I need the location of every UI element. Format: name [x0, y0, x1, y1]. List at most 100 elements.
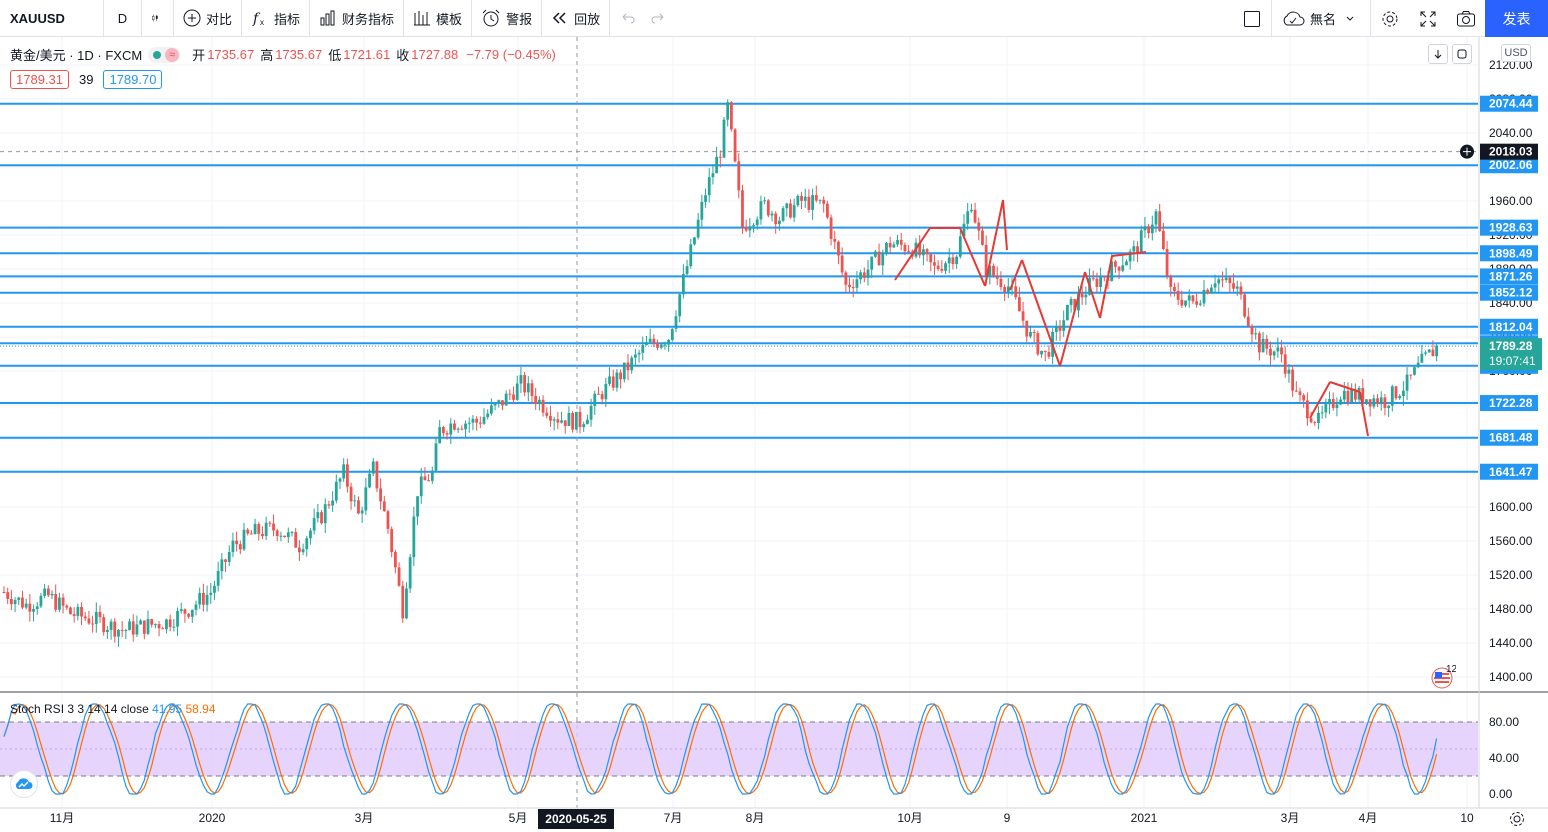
events-badge[interactable]: 12 [1430, 664, 1458, 690]
settings-button[interactable] [1371, 0, 1409, 37]
financials-label: 财务指标 [342, 11, 395, 27]
scroll-down-button[interactable] [1428, 44, 1448, 64]
chart-style-button[interactable] [142, 0, 174, 37]
symbol-search-button[interactable]: XAUUSD [0, 0, 104, 37]
candle-body [534, 395, 538, 405]
svg-text:x: x [260, 18, 264, 27]
undo-icon[interactable] [619, 9, 637, 27]
candle-body [1272, 351, 1276, 356]
candle-body [1427, 349, 1431, 353]
snapshot-button[interactable] [1447, 0, 1485, 37]
candle-body [770, 213, 774, 216]
candle-body [176, 610, 179, 627]
price-tick-label: 1960.00 [1489, 194, 1533, 208]
candle-body [198, 592, 202, 605]
candle-body [471, 418, 475, 423]
time-tick-label: 3月 [1281, 811, 1300, 825]
countdown-label: 19:07:41 [1489, 354, 1536, 368]
publish-button[interactable]: 发表 [1485, 0, 1548, 37]
candle-body [131, 621, 135, 635]
candle-body [434, 443, 438, 471]
candle-body [1187, 295, 1191, 301]
candle-body [648, 338, 652, 343]
candle-body [873, 251, 877, 257]
replay-label: 回放 [574, 11, 601, 27]
currency-button[interactable]: USD [1501, 44, 1531, 62]
candle-body [261, 533, 264, 537]
compare-button[interactable]: 对比 [174, 0, 243, 37]
price-tick-label: 1600.00 [1489, 500, 1533, 514]
market-status-badge[interactable]: ≈ [148, 46, 181, 63]
chart-settings-button[interactable] [1506, 808, 1528, 830]
events-count: 12 [1446, 664, 1456, 675]
fullscreen-button[interactable] [1409, 0, 1447, 37]
interval-button[interactable]: D [104, 0, 142, 37]
candle-body [903, 244, 907, 252]
candle-body [386, 511, 390, 529]
crosshair-date-tag [538, 809, 614, 829]
candle-body [283, 535, 287, 538]
candle-body [1431, 349, 1435, 357]
redo-icon[interactable] [649, 9, 667, 27]
candle-body [1387, 405, 1391, 409]
chart-canvas[interactable]: 2120.002080.002040.002000.001960.001920.… [0, 37, 1548, 832]
candle-body [988, 265, 992, 277]
candle-body [272, 523, 275, 531]
candle-body [1243, 294, 1247, 317]
level-price-label: 1641.47 [1489, 465, 1533, 479]
candle-body [1069, 299, 1073, 305]
candle-body [1235, 286, 1239, 289]
candle-body [1424, 352, 1427, 354]
candle-body [24, 603, 28, 608]
candle-body [13, 600, 17, 605]
templates-button[interactable]: 模板 [404, 0, 473, 37]
candle-body [135, 624, 139, 635]
stoch-tick-label: 0.00 [1489, 787, 1513, 801]
candle-body [489, 405, 493, 414]
candle-body [833, 238, 837, 242]
candle-body [759, 201, 763, 220]
candle-body [825, 203, 829, 218]
candle-body [1409, 374, 1413, 376]
alerts-button[interactable]: 警报 [472, 0, 543, 37]
fullscreen-layout-button[interactable] [1233, 0, 1271, 37]
replay-button[interactable]: 回放 [542, 0, 611, 37]
candle-body [1084, 294, 1088, 298]
candle-body [312, 518, 316, 531]
candle-body [973, 209, 977, 223]
level-price-tag [1480, 429, 1538, 446]
crosshair-price-tag [1480, 143, 1538, 160]
pane-buttons [1428, 44, 1472, 64]
candle-body [1398, 395, 1402, 399]
buy-price-button[interactable]: 1789.70 [103, 70, 163, 89]
candle-body [264, 522, 268, 537]
maximize-pane-button[interactable] [1452, 44, 1472, 64]
financials-button[interactable]: 财务指标 [310, 0, 405, 37]
candle-body [1228, 277, 1232, 284]
candle-body [213, 585, 216, 593]
sell-price-button[interactable]: 1789.31 [10, 70, 69, 89]
candle-body [892, 244, 896, 248]
candle-body [360, 510, 364, 514]
compare-label: 对比 [206, 11, 233, 27]
candle-body [1339, 399, 1343, 405]
candle-body [541, 399, 545, 413]
candle-body [1128, 251, 1132, 262]
layout-name-label: 無名 [1309, 12, 1336, 27]
candle-body [995, 275, 999, 279]
candle-body [242, 529, 246, 550]
layout-name-button[interactable]: 無名 [1270, 0, 1371, 37]
candle-body [803, 196, 807, 201]
candle-body [1239, 286, 1243, 295]
tradingview-logo[interactable] [10, 770, 38, 798]
candle-body [955, 256, 959, 265]
candle-body [50, 593, 54, 596]
candle-body [1309, 418, 1313, 423]
candle-body [574, 411, 578, 430]
candle-body [674, 316, 678, 329]
candle-body [1269, 348, 1272, 356]
candle-body [504, 393, 508, 406]
candle-body [567, 412, 571, 427]
